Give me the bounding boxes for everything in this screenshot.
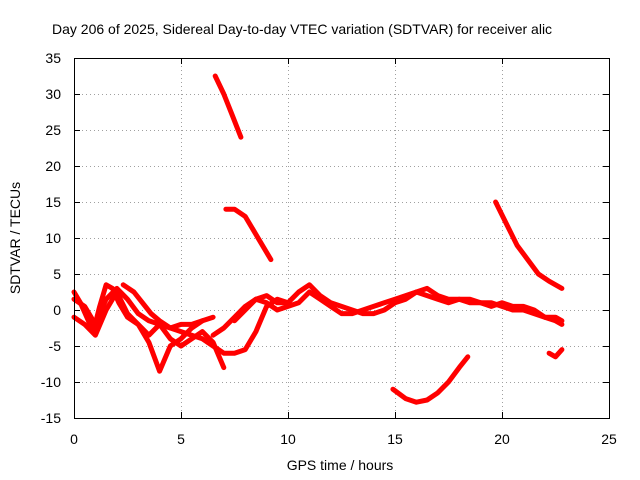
y-tick-label: 0 (53, 302, 61, 318)
x-tick-label: 0 (70, 431, 78, 447)
series-arc-7 (212, 73, 244, 140)
tick-marks (74, 58, 610, 419)
x-axis-label: GPS time / hours (287, 457, 394, 473)
chart-title: Day 206 of 2025, Sidereal Day-to-day VTE… (52, 21, 552, 37)
x-tick-label: 10 (280, 431, 296, 447)
series-arc-4 (120, 282, 291, 356)
y-tick-label: 35 (45, 50, 61, 66)
series-arc-9 (493, 199, 565, 291)
series-arc-8 (223, 206, 274, 263)
series-arc-3 (71, 285, 205, 331)
x-tick-label: 5 (177, 431, 185, 447)
tick-labels: 0 5 10 15 20 25 -15 -10 -5 0 5 10 15 20 25 30 35 (41, 50, 617, 447)
y-tick-label: 10 (45, 230, 61, 246)
x-tick-label: 20 (494, 431, 510, 447)
y-tick-label: -5 (49, 338, 62, 354)
y-tick-label: 15 (45, 194, 61, 210)
y-tick-label: 5 (53, 266, 61, 282)
y-axis-label: SDTVAR / TECUs (7, 182, 23, 294)
y-tick-label: 20 (45, 158, 61, 174)
x-tick-label: 25 (601, 431, 617, 447)
grid (74, 58, 609, 418)
series-arc-11 (546, 347, 565, 360)
y-tick-label: 30 (45, 86, 61, 102)
series-arc-5 (210, 282, 565, 338)
series-arc-2 (71, 289, 227, 371)
y-tick-label: 25 (45, 122, 61, 138)
series-group (71, 73, 565, 405)
y-tick-label: -15 (41, 410, 61, 426)
y-tick-label: -10 (41, 374, 61, 390)
series-arc-10 (390, 354, 471, 405)
x-tick-label: 15 (387, 431, 403, 447)
series-arc-6 (232, 289, 565, 324)
